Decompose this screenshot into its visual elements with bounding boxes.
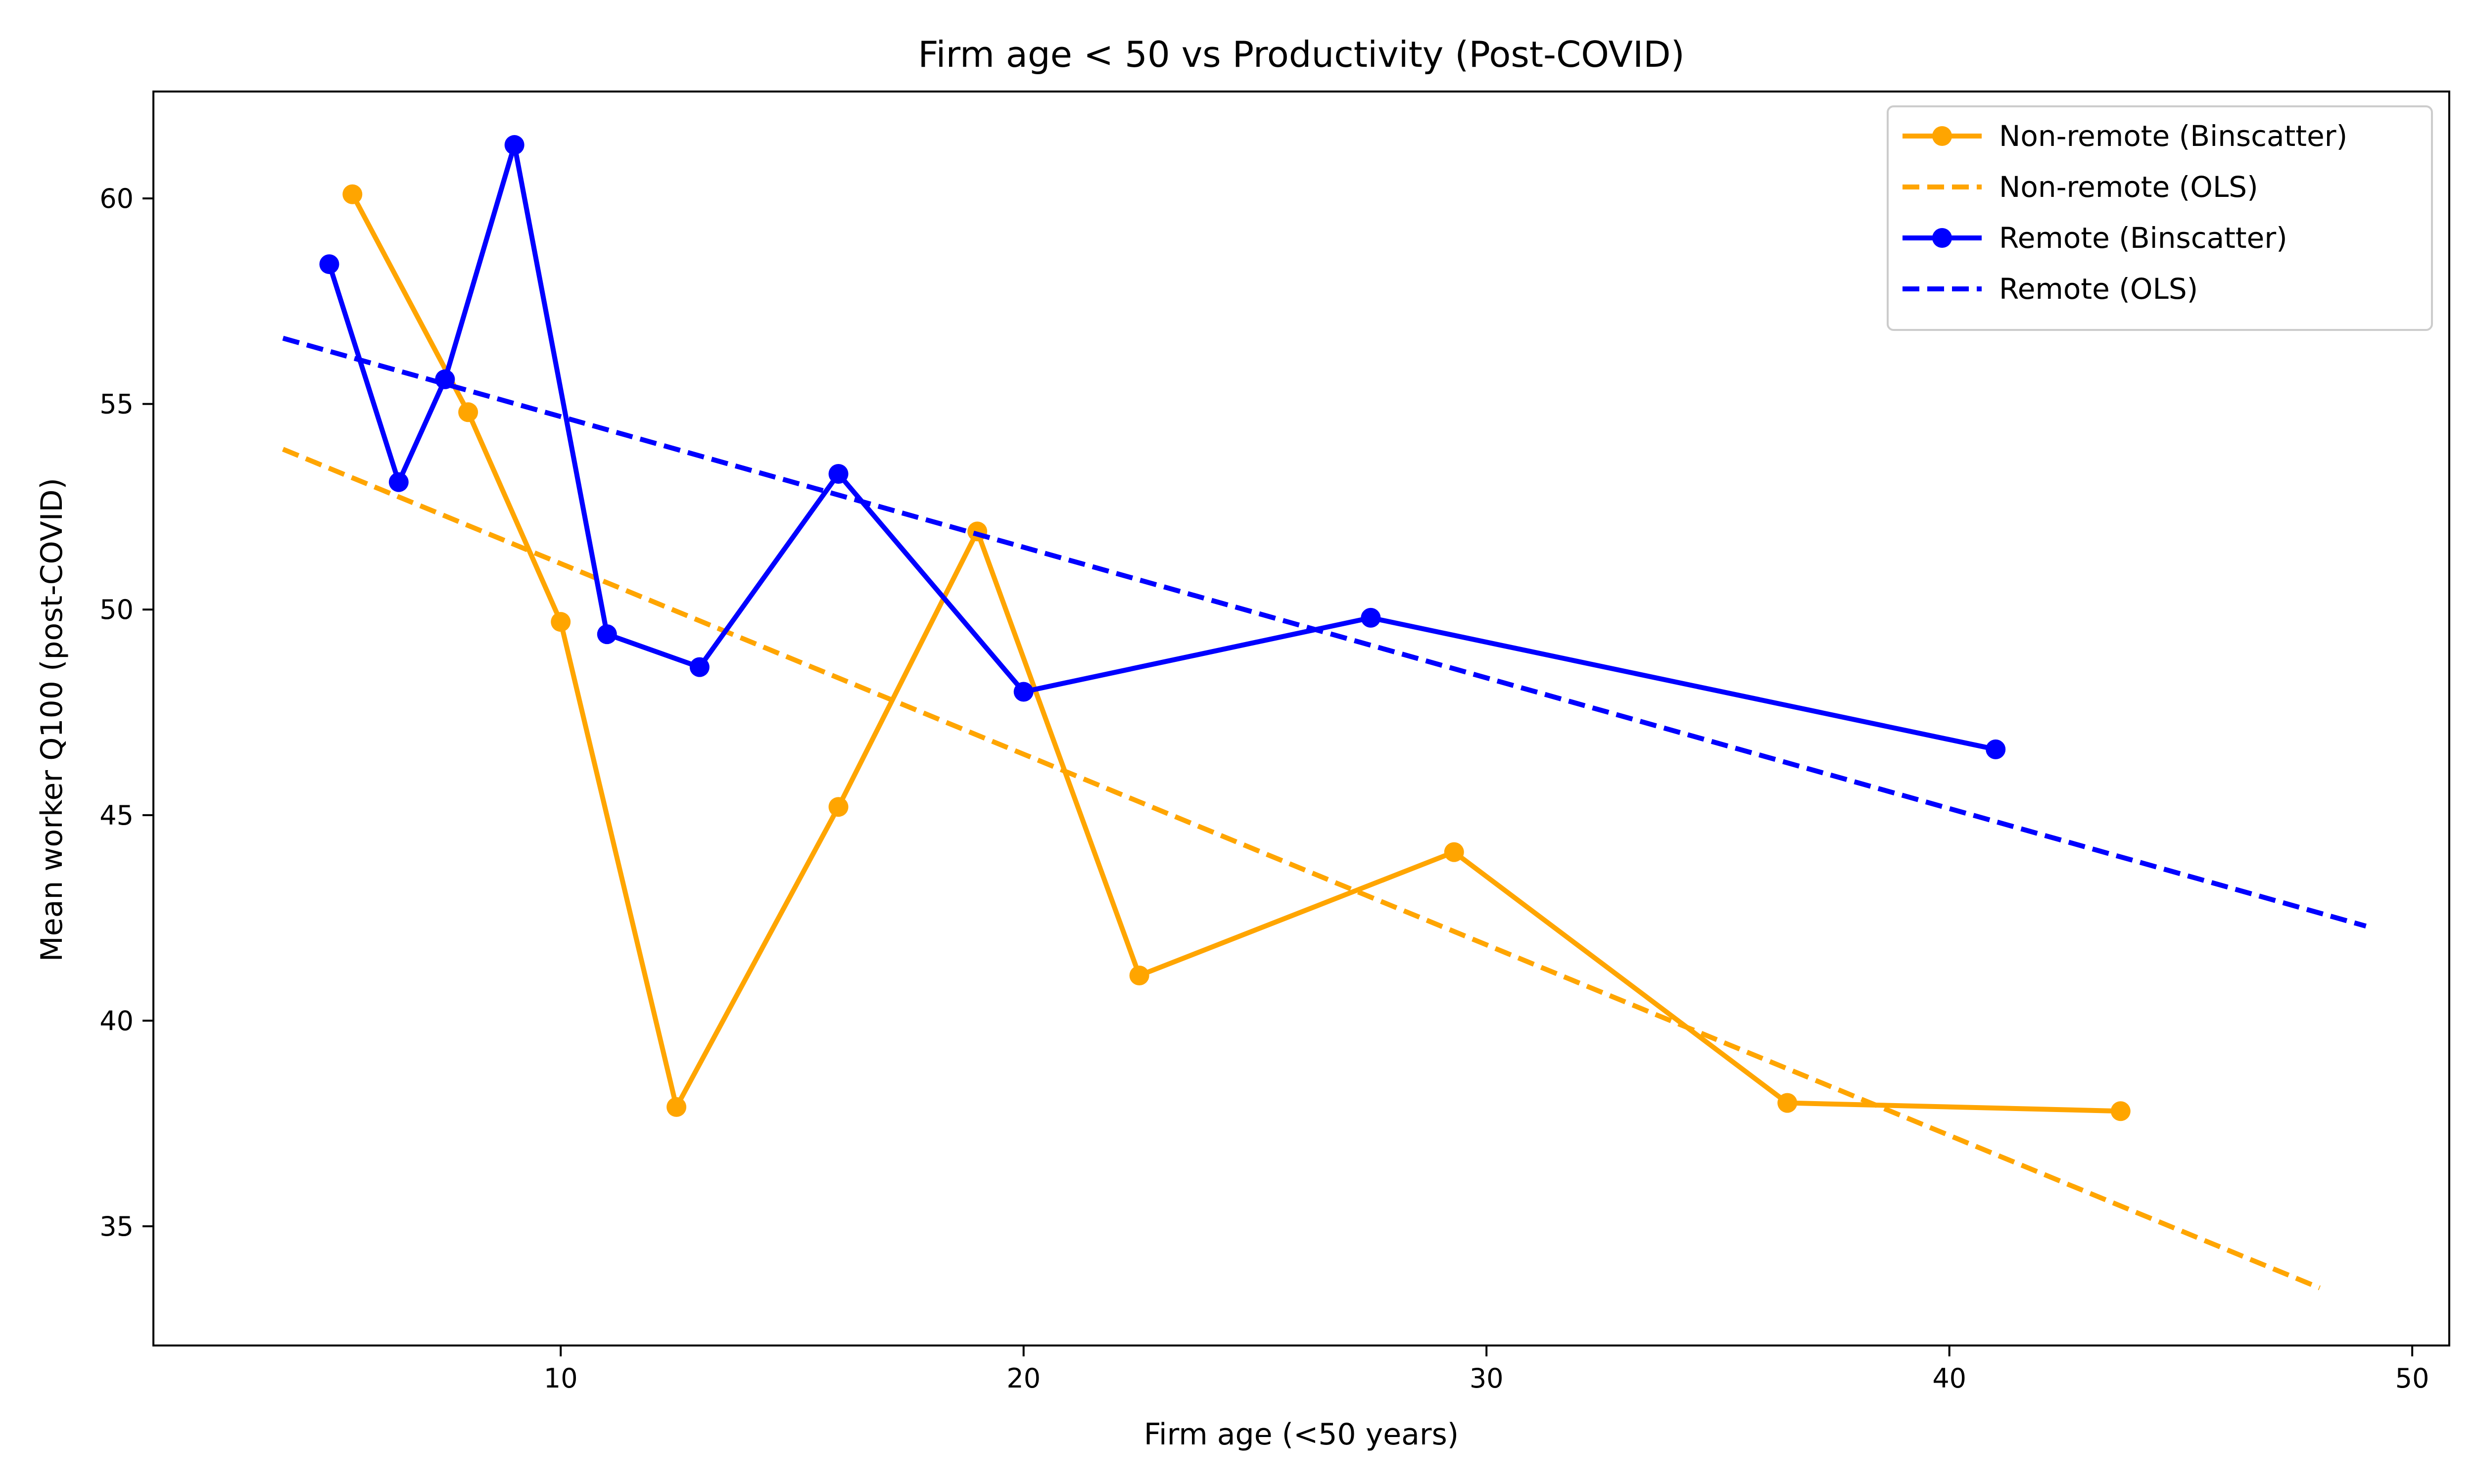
y-tick-label: 60 — [99, 183, 134, 214]
series-1 — [282, 447, 2321, 1291]
x-tick-label: 50 — [2395, 1363, 2429, 1394]
data-point — [1361, 607, 1381, 628]
data-point — [689, 657, 710, 677]
y-tick-label: 55 — [99, 389, 134, 420]
y-tick-label: 40 — [99, 1005, 134, 1036]
x-tick-label: 40 — [1932, 1363, 1966, 1394]
data-point — [2110, 1101, 2131, 1121]
series-line — [350, 193, 2121, 1114]
chart-title: Firm age < 50 vs Productivity (Post-COVI… — [918, 34, 1684, 75]
legend-box — [1887, 105, 2433, 331]
y-tick-label: 50 — [99, 594, 134, 625]
y-tick-label: 35 — [99, 1211, 134, 1242]
series-2 — [319, 135, 2006, 759]
data-point — [1777, 1093, 1798, 1113]
legend-label: Remote (Binscatter) — [1999, 221, 2287, 255]
y-tick-label: 45 — [99, 800, 134, 831]
legend-marker — [1932, 126, 1952, 146]
data-point — [458, 402, 478, 422]
legend-item: Non-remote (Binscatter) — [1903, 119, 2347, 153]
legend-label: Non-remote (Binscatter) — [1999, 119, 2347, 153]
data-point — [388, 472, 409, 492]
data-point — [551, 612, 571, 632]
series-layer — [282, 135, 2367, 1291]
legend: Non-remote (Binscatter) Non-remote (OLS) R… — [1887, 105, 2433, 331]
series-0 — [342, 184, 2131, 1121]
legend-label: Remote (OLS) — [1999, 272, 2198, 306]
data-point — [828, 797, 849, 817]
data-point — [1129, 965, 1149, 985]
x-tick-label: 30 — [1470, 1363, 1504, 1394]
y-axis-label: Mean worker Q100 (post-COVID) — [35, 478, 69, 962]
data-point — [504, 135, 524, 155]
series-line — [327, 142, 1997, 752]
data-point — [342, 184, 363, 204]
legend-item: Remote (OLS) — [1903, 272, 2198, 306]
legend-item: Non-remote (OLS) — [1903, 170, 2258, 204]
plot-area — [152, 91, 2450, 1346]
x-axis-label: Firm age (<50 years) — [1144, 1417, 1459, 1452]
data-point — [828, 464, 849, 484]
data-point — [666, 1097, 687, 1117]
legend-label: Non-remote (OLS) — [1999, 170, 2258, 204]
data-point — [319, 254, 339, 275]
x-tick-label: 10 — [544, 1363, 578, 1394]
data-point — [1013, 682, 1034, 702]
y-axis: 35 40 45 50 55 60 — [99, 183, 153, 1242]
series-line — [282, 335, 2367, 929]
series-line — [282, 447, 2321, 1291]
legend-item: Remote (Binscatter) — [1903, 221, 2287, 255]
data-point — [1444, 842, 1464, 862]
data-point — [1986, 739, 2006, 759]
legend-marker — [1932, 228, 1952, 248]
data-point — [597, 624, 617, 645]
x-tick-label: 20 — [1006, 1363, 1041, 1394]
series-3 — [282, 335, 2367, 929]
x-axis: 10 20 30 40 50 — [544, 1345, 2429, 1394]
